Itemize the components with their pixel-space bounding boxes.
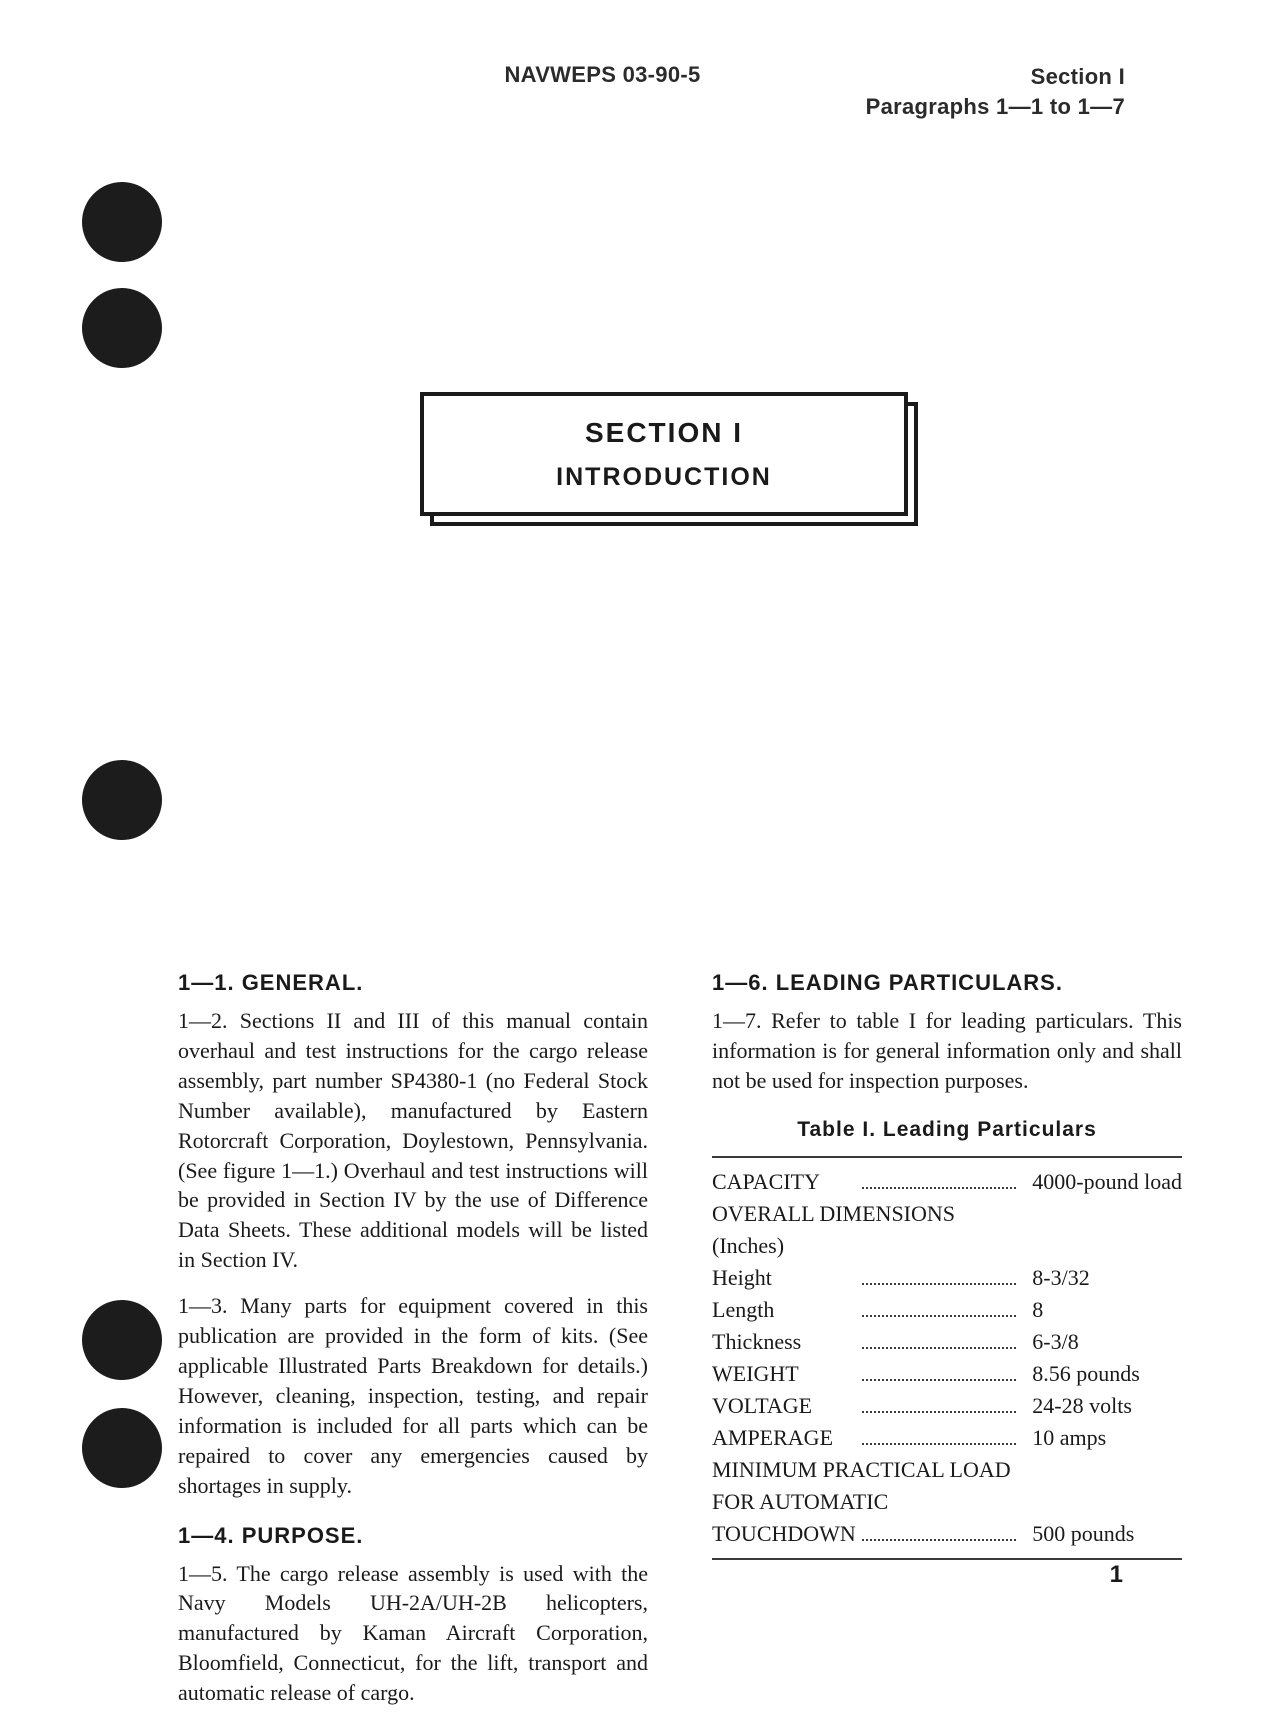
table-row-label: VOLTAGE — [712, 1390, 856, 1422]
table-row-value: 500 pounds — [1022, 1518, 1182, 1550]
leader-dots — [856, 1518, 1022, 1550]
table-row: FOR AUTOMATIC — [712, 1486, 1182, 1518]
table-row: VOLTAGE 24-28 volts — [712, 1390, 1182, 1422]
table-row: Thickness 6-3/8 — [712, 1326, 1182, 1358]
table-row-value: 6-3/8 — [1022, 1326, 1182, 1358]
table-rule-bottom — [712, 1558, 1182, 1560]
table-row-label: Thickness — [712, 1326, 856, 1358]
table-row-label: Height — [712, 1262, 856, 1294]
punch-hole — [82, 760, 162, 840]
table-row: AMPERAGE 10 amps — [712, 1422, 1182, 1454]
table-rule-top — [712, 1156, 1182, 1158]
punch-hole — [82, 182, 162, 262]
table-row-label: WEIGHT — [712, 1358, 856, 1390]
left-column: 1—1. GENERAL. 1—2. Sections II and III o… — [178, 970, 648, 1724]
section-box-line2: INTRODUCTION — [556, 463, 772, 492]
table-row-value: 4000-pound load — [1022, 1166, 1182, 1198]
table-row: TOUCHDOWN 500 pounds — [712, 1518, 1182, 1550]
table-row: Length 8 — [712, 1294, 1182, 1326]
header-right: Section I Paragraphs 1—1 to 1—7 — [866, 62, 1125, 121]
leader-dots — [856, 1294, 1022, 1326]
leader-dots — [856, 1166, 1022, 1198]
page-number: 1 — [1110, 1561, 1123, 1589]
punch-hole — [82, 1408, 162, 1488]
para-1-5: 1—5. The cargo release assembly is used … — [178, 1559, 648, 1709]
table-row-label: FOR AUTOMATIC — [712, 1486, 1182, 1518]
leader-dots — [856, 1358, 1022, 1390]
table-row: OVERALL DIMENSIONS — [712, 1198, 1182, 1230]
table-row-label: AMPERAGE — [712, 1422, 856, 1454]
table-row: MINIMUM PRACTICAL LOAD — [712, 1454, 1182, 1486]
body-columns: 1—1. GENERAL. 1—2. Sections II and III o… — [178, 970, 1182, 1724]
table-row-label: OVERALL DIMENSIONS — [712, 1198, 1182, 1230]
leading-particulars-table: CAPACITY 4000-pound loadOVERALL DIMENSION… — [712, 1166, 1182, 1550]
right-column: 1—6. LEADING PARTICULARS. 1—7. Refer to … — [712, 970, 1182, 1724]
document-page: NAVWEPS 03-90-5 Section I Paragraphs 1—1… — [0, 0, 1265, 1643]
heading-general: 1—1. GENERAL. — [178, 970, 648, 996]
table-row: Height 8-3/32 — [712, 1262, 1182, 1294]
table-title: Table I. Leading Particulars — [712, 1118, 1182, 1142]
table-row-value: 8 — [1022, 1294, 1182, 1326]
table-row: (Inches) — [712, 1230, 1182, 1262]
leader-dots — [856, 1390, 1022, 1422]
table-row-label: TOUCHDOWN — [712, 1518, 856, 1550]
para-1-2: 1—2. Sections II and III of this manual … — [178, 1006, 648, 1275]
section-box-line1: SECTION I — [585, 417, 743, 449]
table-row-label: CAPACITY — [712, 1166, 856, 1198]
table-row-label: (Inches) — [712, 1230, 1182, 1262]
leader-dots — [856, 1326, 1022, 1358]
table-row: WEIGHT 8.56 pounds — [712, 1358, 1182, 1390]
header-paragraphs: Paragraphs 1—1 to 1—7 — [866, 92, 1125, 122]
punch-hole — [82, 288, 162, 368]
heading-leading-particulars: 1—6. LEADING PARTICULARS. — [712, 970, 1182, 996]
table-row: CAPACITY 4000-pound load — [712, 1166, 1182, 1198]
header-section: Section I — [866, 62, 1125, 92]
page-header: NAVWEPS 03-90-5 Section I Paragraphs 1—1… — [0, 62, 1265, 88]
section-title-box: SECTION I INTRODUCTION — [420, 392, 918, 524]
section-box-front: SECTION I INTRODUCTION — [420, 392, 908, 516]
leader-dots — [856, 1422, 1022, 1454]
para-1-7: 1—7. Refer to table I for leading partic… — [712, 1006, 1182, 1096]
table-row-value: 10 amps — [1022, 1422, 1182, 1454]
punch-hole — [82, 1300, 162, 1380]
table-row-value: 8-3/32 — [1022, 1262, 1182, 1294]
table-row-label: MINIMUM PRACTICAL LOAD — [712, 1454, 1182, 1486]
table-row-value: 24-28 volts — [1022, 1390, 1182, 1422]
leader-dots — [856, 1262, 1022, 1294]
para-1-3: 1—3. Many parts for equipment covered in… — [178, 1291, 648, 1500]
table-row-label: Length — [712, 1294, 856, 1326]
table-row-value: 8.56 pounds — [1022, 1358, 1182, 1390]
heading-purpose: 1—4. PURPOSE. — [178, 1523, 648, 1549]
